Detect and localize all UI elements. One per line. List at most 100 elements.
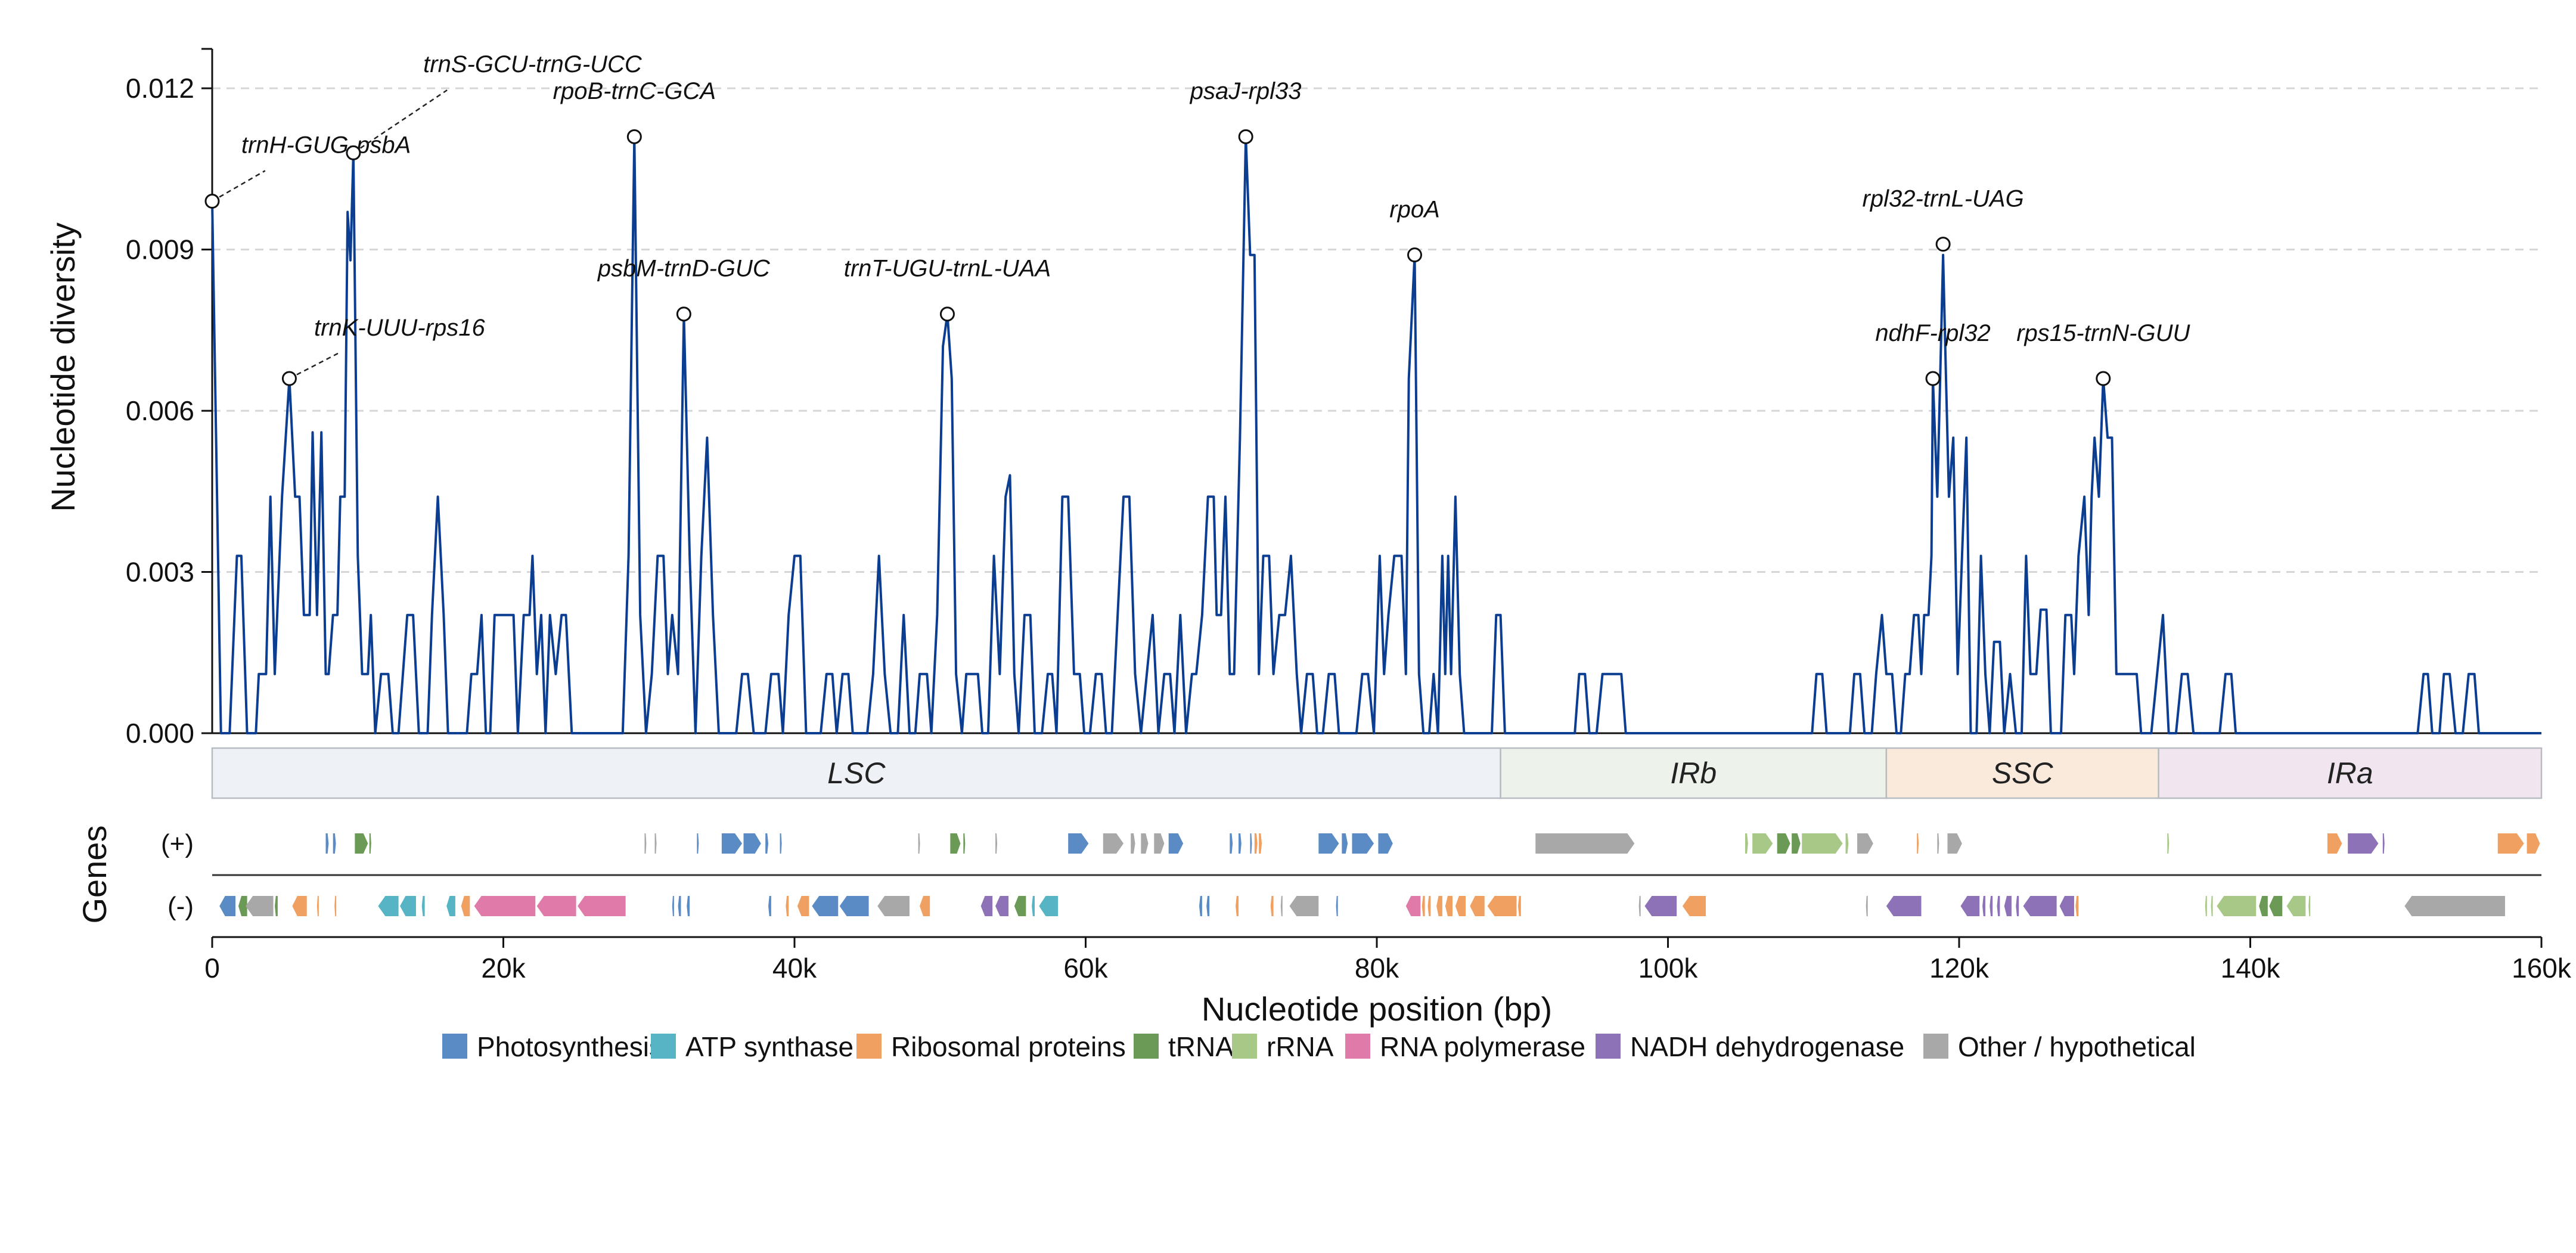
y-tick-label: 0.006 [126,395,194,426]
gene-feature [1280,896,1283,916]
gene-feature [2059,896,2074,916]
gene-feature [1886,896,1922,916]
gene-feature [1445,896,1453,916]
gene-feature [2211,896,2213,916]
gene-feature [1103,833,1124,854]
peak-label: psbM-trnD-GUC [597,256,771,282]
gene-feature [678,896,681,916]
legend-swatch [1923,1034,1948,1059]
gene-feature [2259,896,2268,916]
gene-feature [1535,833,1635,854]
region-label: LSC [827,756,886,790]
legend-label: Ribosomal proteins [891,1031,1126,1062]
gene-feature [578,896,626,916]
x-tick-label: 0 [204,953,220,984]
legend-swatch [856,1034,882,1059]
gene-feature [1352,833,1374,854]
gene-feature [2348,833,2379,854]
gene-feature [1230,833,1233,854]
peak-marker [1407,247,1423,263]
gene-feature [797,896,809,916]
gene-feature [2327,833,2342,854]
gene-feature [369,833,371,854]
gene-feature [995,896,1009,916]
gene-feature [1470,896,1485,916]
y-axis-title: Nucleotide diversity [44,222,82,512]
gene-feature [1638,896,1641,916]
gene-feature [1644,896,1677,916]
gene-track: (+) (-) [161,829,2541,921]
peak-marker [2096,371,2111,386]
peak-marker [1925,371,1941,386]
peak-leader-line [288,352,339,380]
gene-feature [1254,833,1258,854]
gene-feature [1014,896,1026,916]
peak-label: trnT-UGU-trnL-UAA [844,256,1051,282]
gene-feature [1937,833,1939,854]
gene-feature [1745,833,1748,854]
gene-feature [1422,896,1425,916]
gene-feature [721,833,743,854]
gene-feature [768,896,771,916]
gene-feature [1792,833,1801,854]
gene-feature [1517,896,1521,916]
gene-feature [2527,833,2540,854]
gene-feature [1990,896,1993,916]
legend: Photosynthesis ATP synthase Ribosomal prot… [442,1031,2196,1062]
x-tick-label: 20k [481,953,526,984]
gene-feature [1206,896,1210,916]
gene-feature [536,896,576,916]
legend-swatch [1596,1034,1621,1059]
legend-label: Photosynthesis [477,1031,663,1062]
gene-feature [2217,896,2257,916]
gene-feature [1866,896,1868,916]
gene-feature [333,833,336,854]
gene-feature [1378,833,1393,854]
gene-feature [2167,833,2170,854]
peak-label: ndhF-rpl32 [1875,320,1990,346]
diversity-line [211,135,2541,734]
gene-feature [1168,833,1184,854]
gene-feature [697,833,699,854]
gene-feature [839,896,869,916]
gene-feature [2308,896,2311,916]
gene-feature [812,896,839,916]
gene-feature [1238,833,1242,854]
region-label: SSC [1992,756,2054,790]
gene-feature [1682,896,1706,916]
gene-feature [1752,833,1773,854]
diversity-line-series [211,135,2541,734]
gene-feature [355,833,368,854]
peak-marker [1935,237,1951,252]
minus-strand-label: (-) [167,892,194,921]
peak-annotations: trnH-GUG-psbA trnS-GCU-trnG-UCC trnK-UUU-r… [204,51,2190,386]
gene-feature [963,833,966,854]
legend-swatch [651,1034,676,1059]
gene-feature [2382,833,2385,854]
gene-feature [461,896,470,916]
y-tick-label: 0.003 [126,557,194,588]
region-label: IRa [2327,756,2373,790]
gene-feature [2004,896,2012,916]
peak-leader-line [353,89,448,154]
gene-feature [292,896,307,916]
peak-marker [1238,129,1253,144]
gene-feature [246,896,274,916]
gene-feature [918,833,920,854]
peak-leader-line [212,170,266,202]
gene-feature [786,896,789,916]
gene-feature [644,833,647,854]
gene-feature [1154,833,1165,854]
x-axis-title: Nucleotide position (bp) [1202,990,1552,1028]
legend-label: NADH dehydrogenase [1630,1031,1904,1062]
x-tick-label: 100k [1638,953,1699,984]
peak-marker [939,306,955,322]
gene-feature [780,833,782,854]
gene-feature [654,833,657,854]
gene-feature [2016,896,2019,916]
gene-feature [1427,896,1431,916]
legend-label: rRNA [1267,1031,1334,1062]
peak-marker [281,371,297,386]
peak-label: trnK-UUU-rps16 [314,315,485,341]
gene-feature [1270,896,1274,916]
